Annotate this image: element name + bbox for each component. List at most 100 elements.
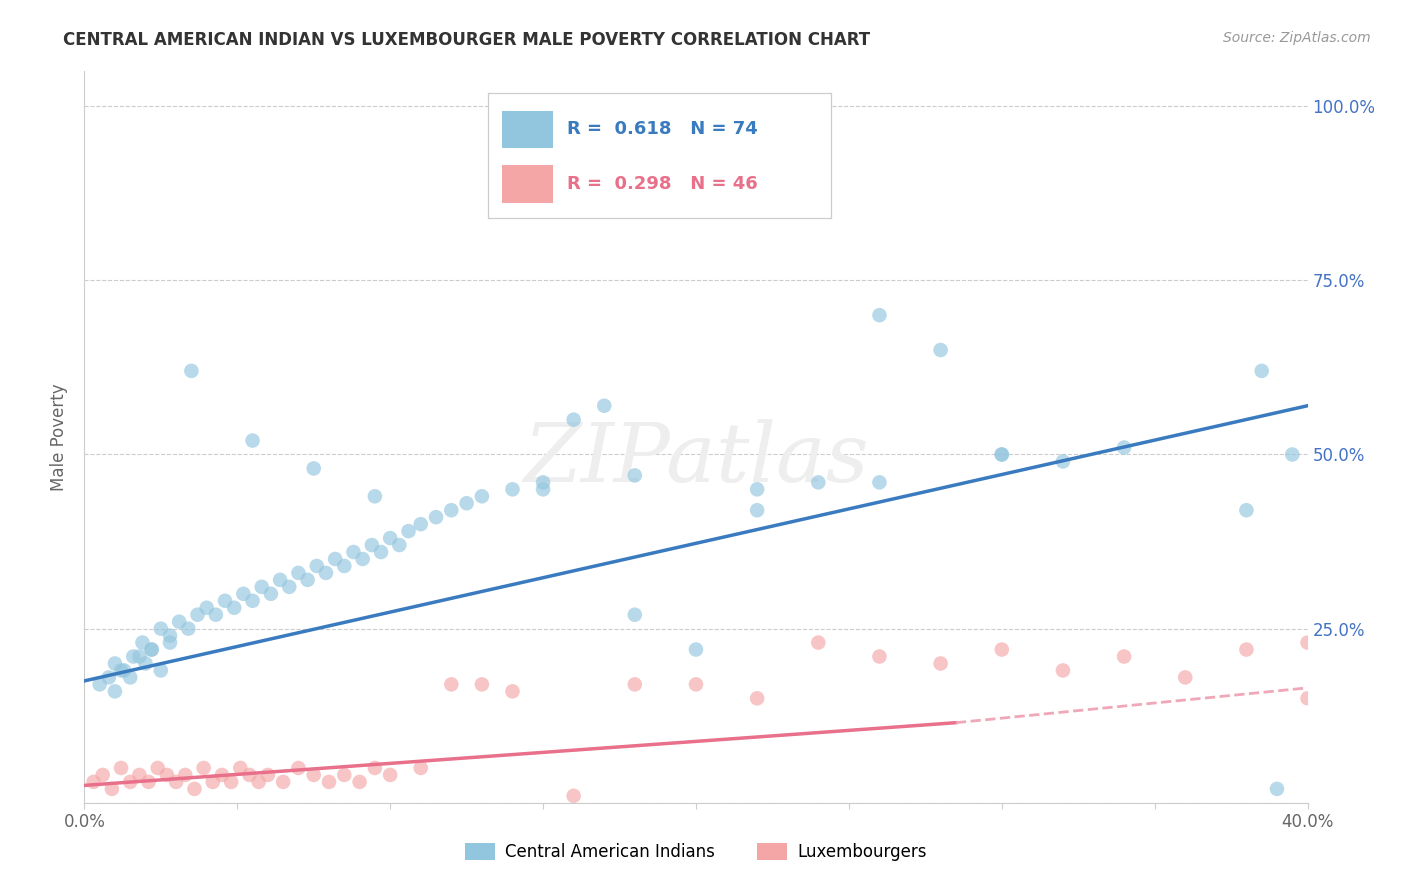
Point xyxy=(440,677,463,691)
Point xyxy=(242,434,264,448)
Point xyxy=(593,399,616,413)
Point xyxy=(1281,448,1303,462)
Point xyxy=(97,670,120,684)
Point xyxy=(120,670,142,684)
Point xyxy=(1174,670,1197,684)
Point xyxy=(305,558,328,573)
Point xyxy=(238,768,260,782)
Point xyxy=(929,343,952,357)
Point xyxy=(232,587,254,601)
Point xyxy=(177,622,200,636)
Point xyxy=(352,552,374,566)
Point xyxy=(247,775,270,789)
Point xyxy=(869,649,891,664)
Point xyxy=(323,552,346,566)
Point xyxy=(104,684,127,698)
Point xyxy=(1265,781,1288,796)
Point xyxy=(1114,441,1136,455)
Point xyxy=(271,775,294,789)
Point xyxy=(195,600,218,615)
Point xyxy=(342,545,364,559)
Point xyxy=(131,635,153,649)
Point xyxy=(1296,691,1319,706)
Point xyxy=(1052,454,1074,468)
Point xyxy=(211,768,233,782)
Point xyxy=(91,768,114,782)
Point xyxy=(991,448,1014,462)
Point xyxy=(120,775,142,789)
Point xyxy=(425,510,447,524)
Text: CENTRAL AMERICAN INDIAN VS LUXEMBOURGER MALE POVERTY CORRELATION CHART: CENTRAL AMERICAN INDIAN VS LUXEMBOURGER … xyxy=(63,31,870,49)
Point xyxy=(229,761,252,775)
Text: ZIPatlas: ZIPatlas xyxy=(523,419,869,499)
Point xyxy=(349,775,371,789)
Point xyxy=(388,538,411,552)
Point xyxy=(333,558,356,573)
Point xyxy=(128,768,150,782)
Point xyxy=(156,768,179,782)
Point xyxy=(122,649,145,664)
Point xyxy=(149,664,172,678)
Point xyxy=(201,775,224,789)
Point xyxy=(807,475,830,490)
Point xyxy=(257,768,280,782)
Point xyxy=(991,448,1014,462)
Point xyxy=(83,775,105,789)
Point xyxy=(128,649,150,664)
Point xyxy=(471,677,494,691)
Point xyxy=(167,615,190,629)
Point xyxy=(224,600,246,615)
Point xyxy=(186,607,208,622)
Point xyxy=(242,594,264,608)
Point xyxy=(165,775,187,789)
Point xyxy=(183,781,205,796)
Point xyxy=(398,524,420,538)
Point xyxy=(1236,503,1258,517)
Point xyxy=(409,517,432,532)
Point xyxy=(1236,642,1258,657)
Point xyxy=(685,642,707,657)
Point xyxy=(104,657,127,671)
Point xyxy=(1052,664,1074,678)
Point xyxy=(624,677,647,691)
Point xyxy=(146,761,169,775)
Point xyxy=(287,761,309,775)
Point xyxy=(991,642,1014,657)
Point xyxy=(302,768,325,782)
Point xyxy=(1296,635,1319,649)
Point xyxy=(333,768,356,782)
Point xyxy=(205,607,228,622)
Text: Source: ZipAtlas.com: Source: ZipAtlas.com xyxy=(1223,31,1371,45)
Point xyxy=(138,775,160,789)
Point xyxy=(364,761,387,775)
Point xyxy=(471,489,494,503)
Point xyxy=(318,775,340,789)
Point xyxy=(364,489,387,503)
Point xyxy=(159,629,181,643)
Point xyxy=(1114,649,1136,664)
Point xyxy=(685,677,707,691)
Point xyxy=(747,691,769,706)
Point xyxy=(440,503,463,517)
Point xyxy=(141,642,163,657)
Y-axis label: Male Poverty: Male Poverty xyxy=(51,384,69,491)
Point xyxy=(747,483,769,497)
Point xyxy=(302,461,325,475)
Point xyxy=(110,664,132,678)
Point xyxy=(250,580,273,594)
Legend: Central American Indians, Luxembourgers: Central American Indians, Luxembourgers xyxy=(458,836,934,868)
Point xyxy=(219,775,242,789)
Point xyxy=(89,677,111,691)
Point xyxy=(747,503,769,517)
Point xyxy=(193,761,215,775)
Point xyxy=(531,483,554,497)
Point xyxy=(409,761,432,775)
Point xyxy=(380,531,402,545)
Point xyxy=(135,657,157,671)
Point xyxy=(456,496,478,510)
Point xyxy=(562,789,585,803)
Point xyxy=(278,580,301,594)
Point xyxy=(869,308,891,322)
Point xyxy=(502,684,524,698)
Point xyxy=(380,768,402,782)
